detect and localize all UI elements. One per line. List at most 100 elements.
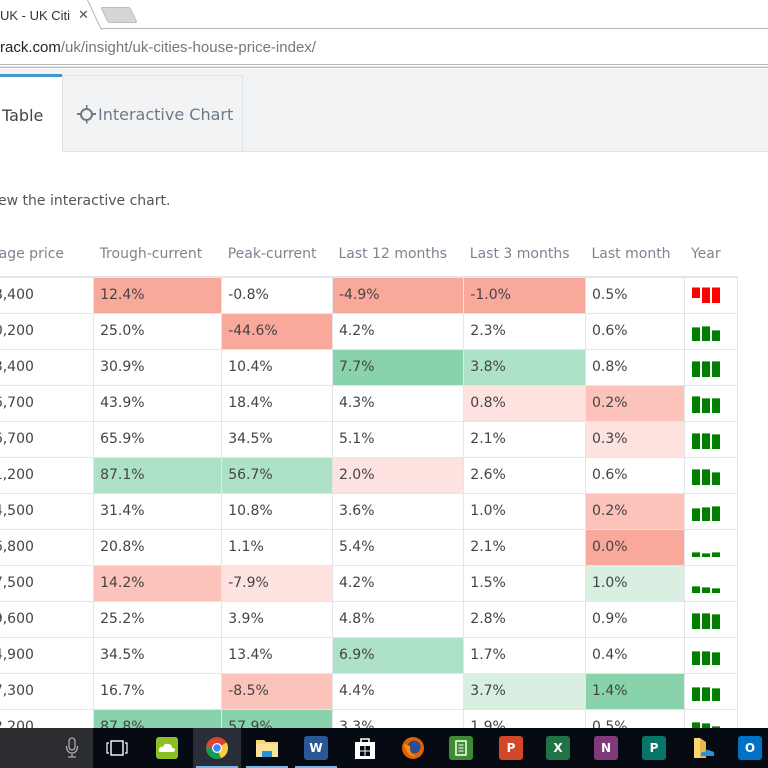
firefox-button[interactable] [389, 728, 437, 768]
powerpoint-button[interactable]: P [487, 728, 535, 768]
peak-current-cell: 3.9% [221, 600, 333, 638]
onenote-icon: N [594, 736, 618, 760]
last-3-months-cell: 2.3% [463, 312, 586, 350]
yearly-sparkline-cell [684, 600, 738, 638]
last-12-months-cell: 5.1% [331, 420, 465, 458]
excel-button[interactable]: X [534, 728, 582, 768]
yearly-sparkline-cell [684, 276, 738, 314]
trough-current-cell: 30.9% [93, 348, 223, 386]
header-trough-current[interactable]: Trough-current [93, 232, 222, 278]
sparkline-bar [692, 552, 701, 557]
header-peak-current[interactable]: Peak-current [221, 232, 333, 278]
new-tab-button[interactable] [100, 7, 138, 23]
trough-current-cell: 14.2% [93, 564, 223, 602]
url-path: /uk/insight/uk-cities-house-price-index/ [60, 39, 316, 56]
microphone-button[interactable] [48, 728, 96, 768]
trough-current-cell: 87.1% [93, 456, 223, 494]
peak-current-cell: 56.7% [221, 456, 333, 494]
last-3-months-cell: 3.8% [463, 348, 586, 386]
chrome-button[interactable] [193, 728, 241, 768]
yearly-sparkline-cell [684, 456, 738, 494]
close-tab-icon[interactable]: ✕ [78, 7, 89, 23]
header-last-12-months[interactable]: Last 12 months [332, 232, 464, 278]
peak-current-cell: 57.9% [221, 708, 333, 728]
peak-current-cell: 18.4% [221, 384, 333, 422]
sparkline-bar [712, 330, 721, 341]
last-3-months-cell: 2.8% [463, 600, 586, 638]
cortana-search-box[interactable] [0, 728, 93, 768]
last-month-cell: 0.4% [584, 636, 686, 674]
task-view-button[interactable] [93, 728, 141, 768]
last-12-months-cell: 4.8% [331, 600, 465, 638]
windows-taskbar: W P X N P O [0, 728, 768, 768]
word-button[interactable]: W [292, 728, 340, 768]
clipboard-app-button[interactable] [437, 728, 485, 768]
publisher-icon: P [642, 736, 666, 760]
last-12-months-cell: 4.3% [331, 384, 465, 422]
powerpoint-icon: P [499, 736, 523, 760]
yearly-sparkline-cell [684, 312, 738, 350]
last-month-cell: 0.2% [584, 492, 686, 530]
sparkline-bar [692, 327, 701, 341]
tab-table[interactable]: Table [0, 74, 62, 153]
store-button[interactable] [341, 728, 389, 768]
trough-current-cell: 12.4% [93, 276, 223, 314]
header-average-price[interactable]: verage price [0, 232, 94, 278]
cloud-app-button[interactable] [143, 728, 191, 768]
view-tabs: Table Interactive Chart [0, 69, 768, 153]
crosshair-icon [80, 107, 93, 121]
onedrive-folder-button[interactable] [679, 728, 727, 768]
header-year[interactable]: Year [684, 232, 738, 278]
word-icon: W [304, 736, 328, 760]
peak-current-cell: 13.4% [221, 636, 333, 674]
store-icon [355, 738, 375, 759]
header-last-month[interactable]: Last month [585, 232, 685, 278]
last-12-months-cell: 6.9% [331, 636, 465, 674]
trough-current-cell: 25.2% [93, 600, 223, 638]
onenote-button[interactable]: N [582, 728, 630, 768]
peak-current-cell: 10.8% [221, 492, 333, 530]
last-month-cell: 0.2% [584, 384, 686, 422]
yearly-sparkline-cell [684, 348, 738, 386]
peak-current-cell: 34.5% [221, 420, 333, 458]
table-header-row: verage price Trough-current Peak-current… [0, 232, 738, 278]
publisher-button[interactable]: P [630, 728, 678, 768]
sparkline-bar [692, 396, 701, 413]
last-12-months-cell: 5.4% [331, 528, 465, 566]
yearly-sparkline-cell [684, 564, 738, 602]
last-month-cell: 1.0% [584, 564, 686, 602]
sparkline [691, 645, 737, 665]
average-price-cell: 194,500 [0, 492, 95, 530]
tab-interactive-chart[interactable]: Interactive Chart [62, 75, 243, 152]
sparkline-bar [702, 433, 711, 449]
header-last-3-months[interactable]: Last 3 months [463, 232, 586, 278]
url-text[interactable]: rack.com/uk/insight/uk-cities-house-pric… [0, 39, 316, 56]
last-12-months-cell: 4.2% [331, 312, 465, 350]
sparkline [691, 681, 737, 701]
sparkline-bar [712, 688, 721, 701]
address-bar[interactable]: rack.com/uk/insight/uk-cities-house-pric… [0, 30, 768, 65]
sparkline [691, 321, 737, 341]
browser-tab-title[interactable]: UK - UK Cities House Price Index [0, 7, 70, 23]
sparkline-bar [692, 722, 701, 728]
file-explorer-button[interactable] [243, 728, 291, 768]
peak-current-cell: -7.9% [221, 564, 333, 602]
sparkline-bar [712, 472, 721, 485]
onedrive-folder-icon [694, 738, 715, 758]
trough-current-cell: 31.4% [93, 492, 223, 530]
sparkline [691, 717, 737, 728]
divider [0, 66, 768, 68]
outlook-button[interactable]: O [726, 728, 768, 768]
peak-current-cell: -0.8% [221, 276, 333, 314]
sparkline-bar [702, 687, 711, 701]
sparkline-bar [712, 726, 721, 728]
sparkline [691, 609, 737, 629]
last-3-months-cell: 1.0% [463, 492, 586, 530]
